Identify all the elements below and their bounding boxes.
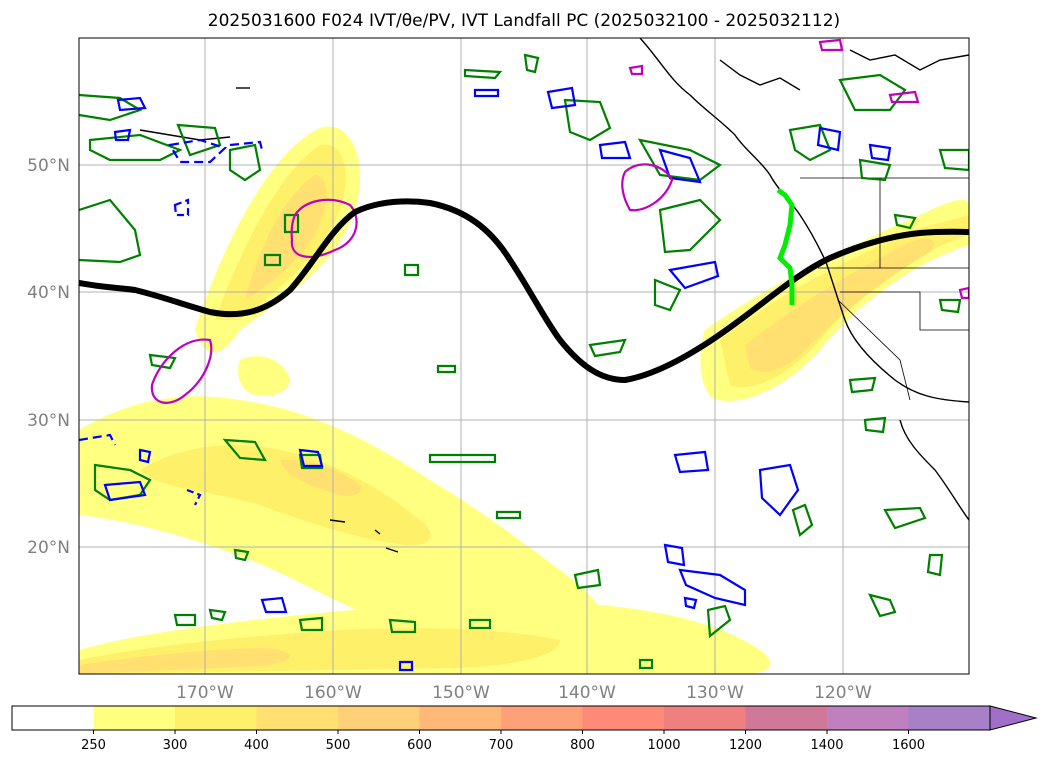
colorbar-segment bbox=[908, 706, 991, 730]
colorbar-tick-label: 1400 bbox=[810, 738, 843, 753]
pv-contours bbox=[79, 86, 892, 672]
lat-label-50: 50°N bbox=[27, 156, 70, 176]
colorbar-segment bbox=[419, 706, 502, 730]
colorbar: 250 300 400 500 600 700 800 1000 1200 1400 1600 bbox=[11, 705, 1038, 753]
ivt-shading bbox=[79, 126, 969, 674]
ivt-contours bbox=[150, 38, 969, 404]
colorbar-tick-label: 600 bbox=[407, 738, 432, 753]
colorbar-segment bbox=[582, 706, 665, 730]
colorbar-extend-arrow bbox=[989, 705, 1038, 731]
lon-label-170w: 170°W bbox=[176, 683, 234, 703]
state-borders bbox=[800, 177, 969, 401]
lon-label-150w: 150°W bbox=[432, 683, 490, 703]
colorbar-segment bbox=[338, 706, 420, 730]
colorbar-segment bbox=[93, 706, 176, 730]
coastline bbox=[139, 38, 969, 553]
colorbar-segment bbox=[256, 706, 339, 730]
graticule bbox=[79, 38, 969, 674]
colorbar-tick-label: 800 bbox=[570, 738, 595, 753]
colorbar-tick-label: 1200 bbox=[729, 738, 762, 753]
map-panel bbox=[79, 38, 969, 674]
colorbar-segment bbox=[745, 706, 828, 730]
map-frame bbox=[78, 37, 970, 675]
figure-title: 2025031600 F024 IVT/θe/PV, IVT Landfall … bbox=[208, 11, 840, 31]
lon-label-140w: 140°W bbox=[558, 683, 616, 703]
colorbar-segment bbox=[12, 706, 94, 730]
colorbar-tick-label: 300 bbox=[163, 738, 188, 753]
colorbar-tick-label: 700 bbox=[489, 738, 514, 753]
colorbar-segment bbox=[664, 706, 746, 730]
theta-e-contours bbox=[79, 53, 969, 670]
lon-label-130w: 130°W bbox=[686, 683, 744, 703]
lon-label-120w: 120°W bbox=[814, 683, 872, 703]
colorbar-tick-label: 400 bbox=[244, 738, 269, 753]
colorbar-tick-label: 1000 bbox=[647, 738, 680, 753]
colorbar-tick-label: 1600 bbox=[892, 738, 925, 753]
ivt-landfall-mean-line bbox=[79, 198, 969, 384]
lon-label-160w: 160°W bbox=[304, 683, 362, 703]
lat-label-30: 30°N bbox=[27, 411, 70, 431]
colorbar-tick-label: 500 bbox=[326, 738, 351, 753]
colorbar-tick-label: 250 bbox=[81, 738, 106, 753]
landfall-location-line bbox=[776, 187, 795, 305]
colorbar-segment bbox=[175, 706, 257, 730]
lat-label-20: 20°N bbox=[27, 538, 70, 558]
lat-labels: 50°N 40°N 30°N 20°N bbox=[27, 156, 70, 558]
colorbar-segment bbox=[501, 706, 583, 730]
lat-label-40: 40°N bbox=[27, 283, 70, 303]
colorbar-segment bbox=[827, 706, 909, 730]
lon-labels: 170°W 160°W 150°W 140°W 130°W 120°W bbox=[176, 683, 872, 703]
